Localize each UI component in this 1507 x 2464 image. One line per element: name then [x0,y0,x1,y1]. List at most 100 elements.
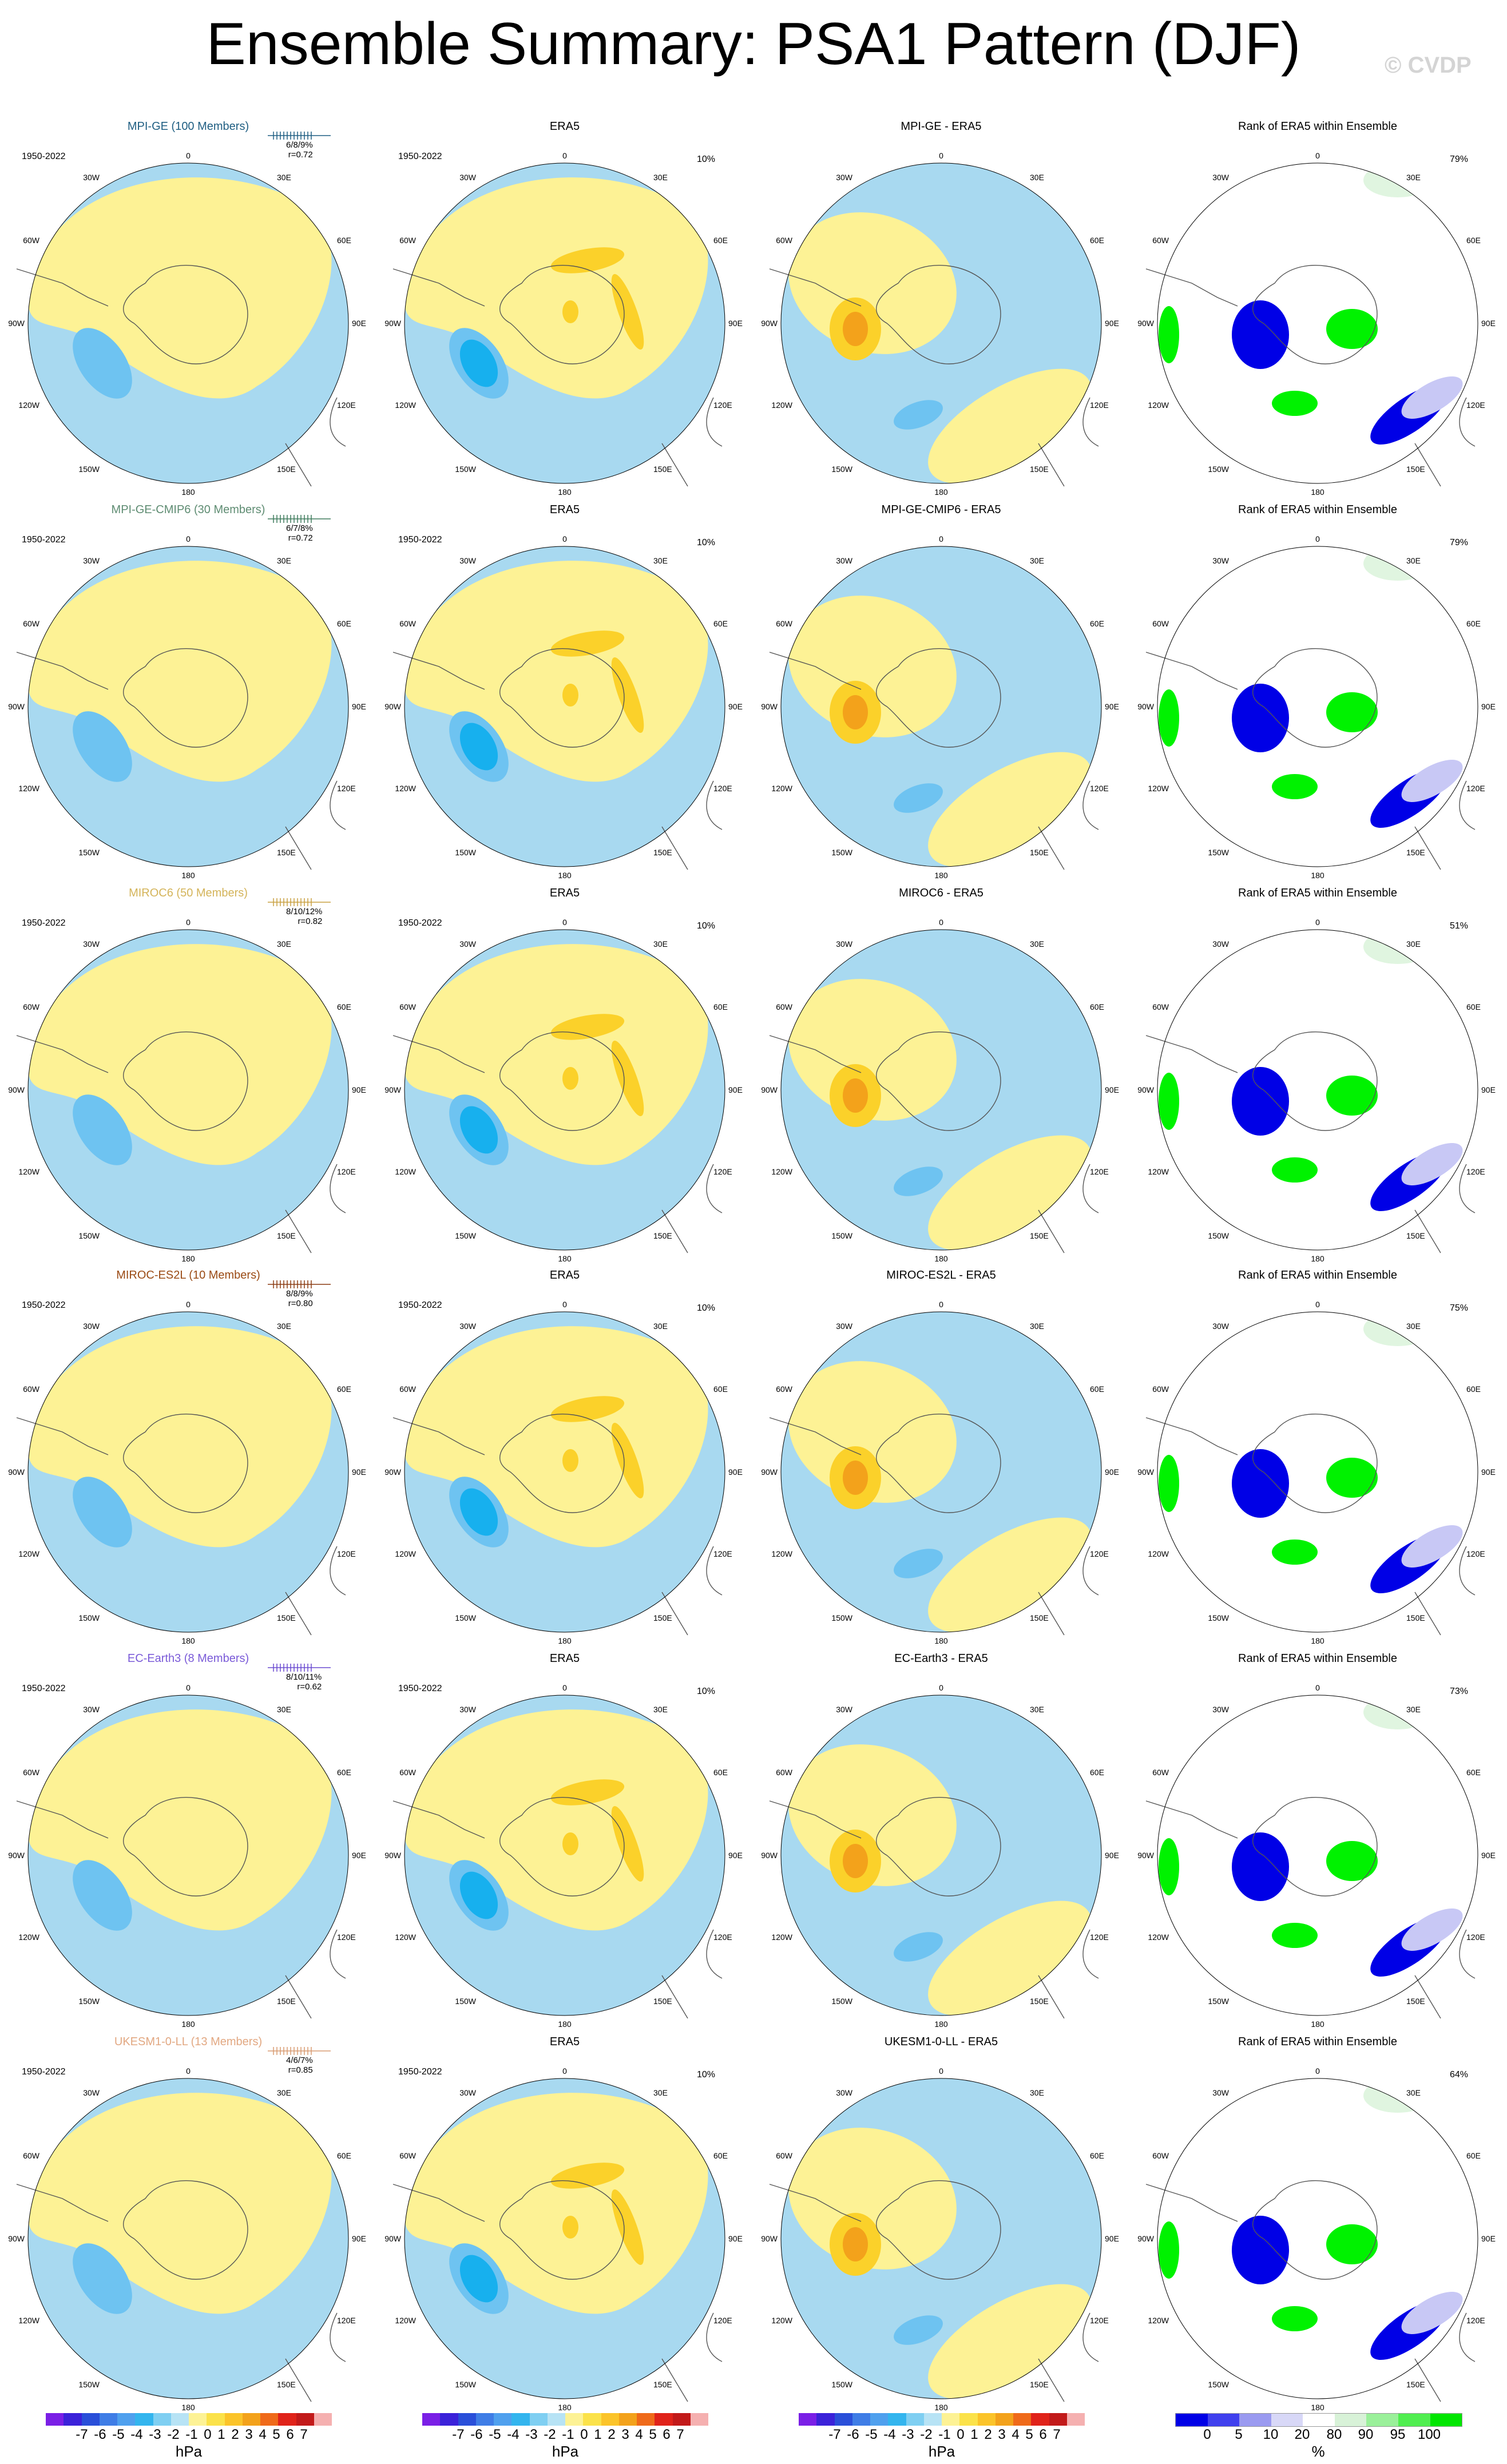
longitude-label: 90W [1137,319,1155,328]
australia-coastline [1459,397,1476,447]
longitude-label: 120E [1466,2316,1485,2325]
longitude-label: 150E [1030,848,1049,857]
longitude-label: 90E [728,1085,743,1094]
panel-title: UKESM1-0-LL - ERA5 [884,2036,998,2048]
australia-coastline [706,780,723,830]
new-zealand-coastline [1414,826,1441,870]
longitude-label: 30E [277,556,291,565]
colorbar-swatch [64,2413,82,2426]
map-border [1157,2078,1478,2399]
longitude-label: 150E [1030,1613,1049,1622]
antarctica-coastline [499,1797,625,1896]
longitude-label: 120W [1148,1933,1169,1942]
colorbar-swatch [99,2413,117,2426]
longitude-label: 150W [455,1613,476,1622]
field-shading [781,163,1101,483]
period-label: 1950-2022 [22,1300,66,1310]
rank-high-region-south [1272,1923,1318,1948]
map-border [404,1311,725,1633]
negative-anomaly-core [73,711,132,782]
rank-high-region [1326,1076,1378,1116]
map-border [27,546,349,867]
south-america-coastline [769,1417,862,1455]
colorbar-swatch [1430,2414,1462,2426]
longitude-label: 90W [8,1085,25,1094]
australia-coastline [706,397,723,447]
longitude-label: 150W [455,1997,476,2006]
australia-coastline [330,1546,346,1596]
south-america-coastline [392,1417,485,1455]
south-america-coastline [1145,2184,1238,2222]
longitude-label: 120E [713,1549,732,1558]
diff-panel: MIROC-ES2L - ERA5 0 180 30W 30E 60W 60E 90W 90E 1… [753,1269,1129,1652]
longitude-label: 30E [653,939,668,949]
longitude-label: 60W [776,619,793,628]
longitude-label: 180 [558,487,572,497]
longitude-label: 90W [8,1851,25,1860]
positive-anomaly-arc [611,657,644,733]
new-zealand-coastline [1414,1209,1441,1253]
hpa-colorbar [422,2413,708,2426]
longitude-label: 120E [713,2316,732,2325]
longitude-label: 90W [384,1085,402,1094]
map-border [1157,929,1478,1251]
longitude-label: 120E [1090,784,1109,793]
longitude-label: 0 [939,918,943,927]
positive-anomaly-small [562,1067,578,1090]
antarctica-coastline [876,2180,1001,2280]
longitude-label: 60W [1152,1768,1169,1777]
longitude-label: 180 [934,487,948,497]
longitude-label: 150W [831,2380,852,2389]
longitude-label: 60W [1152,1384,1169,1394]
longitude-label: 150E [1406,848,1425,857]
rank-high-region-south [1272,774,1318,799]
polar-stereographic-map: 0 180 30W 30E 60W 60E 90W 90E 120W 120E 150W 150E [1137,2066,1496,2412]
longitude-label: 150W [78,848,100,857]
longitude-label: 60W [776,1768,793,1777]
positive-difference-region-south [928,752,1092,867]
positive-anomaly-small [562,1449,578,1472]
pattern-correlation: r=0.72 [288,150,313,160]
longitude-label: 30W [83,2088,100,2097]
period-label: 1950-2022 [398,918,442,928]
polar-stereographic-map: 0 180 30W 30E 60W 60E 90W 90E 120W 120E 150W 150E [384,151,743,497]
longitude-label: 60E [1466,1002,1481,1011]
colorbar-swatch [565,2413,584,2426]
longitude-label: 0 [1315,1300,1320,1309]
longitude-label: 90E [352,319,366,328]
longitude-label: 60E [1090,1768,1104,1777]
percent-variance-range: 8/10/12% [286,907,323,916]
positive-anomaly-small [562,1832,578,1855]
longitude-label: 180 [1311,1254,1324,1263]
longitude-label: 90E [728,1851,743,1860]
longitude-label: 120W [1148,784,1169,793]
period-label: 1950-2022 [398,535,442,545]
antarctica-coastline [499,1031,625,1131]
model-panel: MIROC-ES2L (10 Members) 1950-2022 8/8/9% r=… [0,1269,376,1652]
longitude-label: 150W [78,1613,100,1622]
positive-difference-center [843,1078,868,1113]
field-shading [1157,546,1478,867]
negative-anomaly-core [73,1094,132,1165]
south-america-coastline [769,268,862,307]
polar-stereographic-map: 0 180 30W 30E 60W 60E 90W 90E 120W 120E 150W 150E [384,1683,743,2029]
polar-stereographic-map: 0 180 30W 30E 60W 60E 90W 90E 120W 120E 150W 150E [8,1683,366,2029]
polar-stereographic-map: 0 180 30W 30E 60W 60E 90W 90E 120W 120E 150W 150E [1137,918,1496,1263]
longitude-label: 90W [761,702,778,711]
polar-stereographic-map: 0 180 30W 30E 60W 60E 90W 90E 120W 120E 150W 150E [1137,1683,1496,2029]
colorbar-swatch [637,2413,655,2426]
longitude-label: 150E [277,465,296,474]
diff-panel: MPI-GE-CMIP6 - ERA5 0 180 30W 30E 60W 60E 90W 90… [753,503,1129,887]
negative-anomaly-core [73,1860,132,1931]
longitude-label: 120E [337,784,356,793]
rank-low-region [1232,300,1289,369]
panel-title: EC-Earth3 (8 Members) [127,1652,249,1665]
longitude-label: 120W [395,2316,416,2325]
longitude-label: 30W [459,556,477,565]
antarctica-coastline [499,265,625,364]
colorbar-tick-label: 0 [1203,2427,1211,2442]
longitude-label: 60W [23,1384,40,1394]
longitude-label: 120W [1148,1549,1169,1558]
period-label: 1950-2022 [398,2067,442,2077]
